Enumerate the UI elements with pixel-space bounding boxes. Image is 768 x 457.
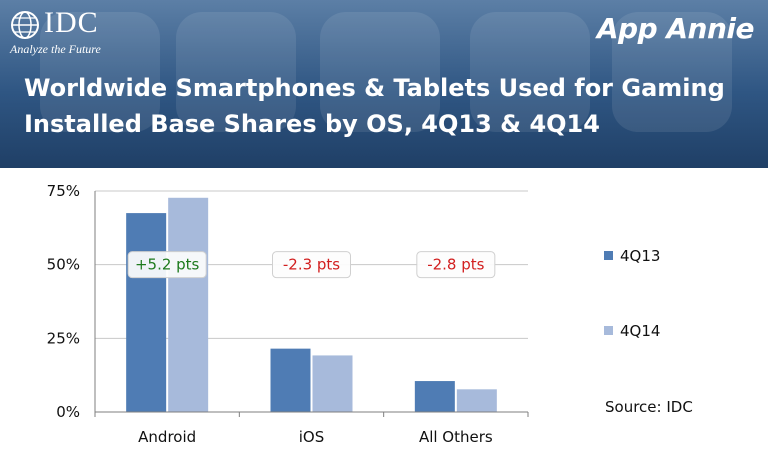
background-tile [470,12,590,132]
bar-all-others-4q13 [414,381,455,412]
background-tile [40,12,160,132]
y-tick-label: 0% [56,403,80,421]
legend-swatch-4q14 [604,326,613,335]
bar-android-4q14 [168,197,209,412]
bar-all-others-4q14 [456,389,497,412]
bar-android-4q13 [126,213,167,412]
app-annie-logo: App Annie [596,12,755,45]
change-callout-text: -2.8 pts [427,256,484,274]
change-callout-box [272,251,351,279]
x-category-label: Android [138,428,196,446]
legend-label-4q14: 4Q14 [620,322,660,340]
source-note: Source: IDC [605,398,693,416]
change-callout-box [127,251,207,279]
legend-label-4q13: 4Q13 [620,247,660,265]
bar-chart: 0% 25% 50% 75% Android iOS All Others +5… [47,182,661,446]
y-tick-label: 75% [47,182,80,200]
legend-swatch-4q13 [604,251,613,260]
header-banner: IDC Analyze the Future App Annie Worldwi… [0,0,768,168]
background-tile [320,12,440,132]
globe-icon [11,11,39,39]
change-callout-text: +5.2 pts [135,256,200,274]
y-tick-label: 50% [47,256,80,274]
background-tile [176,12,296,132]
y-tick-label: 25% [47,329,80,347]
title-line-1: Worldwide Smartphones & Tablets Used for… [24,74,725,102]
idc-wordmark: IDC [44,6,99,39]
x-category-label: All Others [419,428,493,446]
change-callout-box [416,251,496,279]
x-category-label: iOS [299,428,325,446]
bar-ios-4q13 [270,348,311,412]
page-title: Worldwide Smartphones & Tablets Used for… [24,70,725,142]
bar-ios-4q14 [312,355,353,412]
change-callout-text: -2.3 pts [283,256,340,274]
title-line-2: Installed Base Shares by OS, 4Q13 & 4Q14 [24,110,600,138]
background-tile [612,12,732,132]
idc-tagline: Analyze the Future [10,42,101,56]
